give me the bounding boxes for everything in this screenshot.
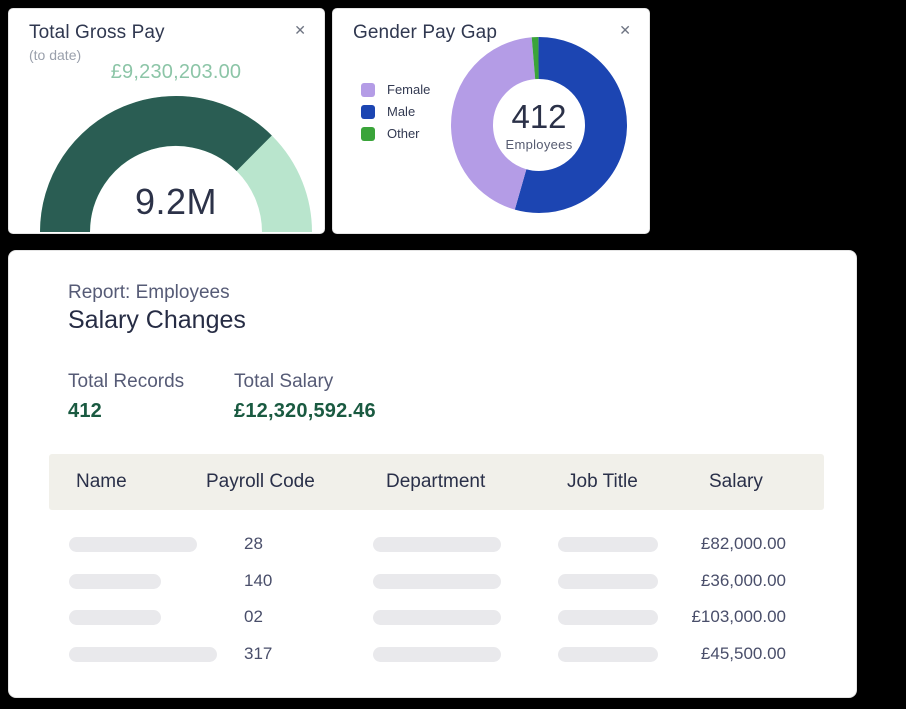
gender-pay-gap-card: Gender Pay Gap ✕ Female Male Other 412 E… bbox=[332, 8, 650, 234]
legend-item-male: Male bbox=[361, 104, 430, 119]
employee-count-label: Employees bbox=[505, 137, 573, 153]
salary-cell: £36,000.00 bbox=[700, 571, 786, 590]
female-swatch-icon bbox=[361, 82, 375, 97]
table-header: Name Payroll Code Department Job Title S… bbox=[49, 454, 824, 510]
legend-label: Female bbox=[387, 82, 431, 97]
payroll-code-cell: 317 bbox=[244, 644, 273, 663]
redacted-department-bar bbox=[373, 537, 501, 552]
table-row: 02 £103,000.00 bbox=[9, 599, 858, 635]
stat-total-records: Total Records 412 bbox=[68, 371, 184, 423]
legend-label: Other bbox=[387, 126, 420, 141]
payroll-code-cell: 140 bbox=[244, 571, 273, 590]
other-swatch-icon bbox=[361, 126, 375, 141]
redacted-name-bar bbox=[69, 537, 197, 552]
payroll-code-cell: 02 bbox=[244, 607, 263, 626]
gauge-chart bbox=[40, 95, 312, 233]
card-title: Gender Pay Gap bbox=[353, 22, 497, 43]
redacted-department-bar bbox=[373, 574, 501, 589]
card-title: Total Gross Pay bbox=[29, 22, 165, 43]
payroll-code-cell: 28 bbox=[244, 534, 263, 553]
column-header-department: Department bbox=[386, 471, 486, 492]
redacted-name-bar bbox=[69, 647, 217, 662]
employee-count: 412 bbox=[511, 98, 567, 135]
report-panel: Report: Employees Salary Changes Total R… bbox=[8, 250, 857, 698]
redacted-job-title-bar bbox=[558, 574, 658, 589]
redacted-job-title-bar bbox=[558, 647, 658, 662]
male-swatch-icon bbox=[361, 104, 375, 119]
card-subtitle: (to date) bbox=[29, 47, 82, 63]
legend-label: Male bbox=[387, 104, 416, 119]
report-kicker: Report: Employees bbox=[68, 282, 230, 303]
gauge-label: 9.2M bbox=[134, 181, 218, 222]
redacted-name-bar bbox=[69, 574, 161, 589]
redacted-department-bar bbox=[373, 610, 501, 625]
redacted-job-title-bar bbox=[558, 610, 658, 625]
column-header-payroll-code: Payroll Code bbox=[206, 471, 315, 492]
legend-item-other: Other bbox=[361, 126, 430, 141]
donut-legend: Female Male Other bbox=[361, 82, 430, 148]
donut-chart bbox=[451, 37, 627, 213]
redacted-department-bar bbox=[373, 647, 501, 662]
gross-pay-value: £9,230,203.00 bbox=[110, 61, 242, 83]
total-gross-pay-card: Total Gross Pay (to date) ✕ £9,230,203.0… bbox=[8, 8, 325, 234]
stat-total-salary: Total Salary £12,320,592.46 bbox=[234, 371, 376, 423]
column-header-name: Name bbox=[76, 471, 127, 492]
stat-value: 412 bbox=[68, 400, 102, 422]
redacted-name-bar bbox=[69, 610, 161, 625]
stat-label: Total Salary bbox=[234, 371, 334, 392]
stat-value: £12,320,592.46 bbox=[234, 400, 376, 422]
table-row: 140 £36,000.00 bbox=[9, 563, 858, 599]
stat-label: Total Records bbox=[68, 371, 185, 392]
donut-center-text: 412 Employees bbox=[479, 98, 599, 153]
salary-cell: £45,500.00 bbox=[700, 644, 786, 663]
redacted-job-title-bar bbox=[558, 537, 658, 552]
close-icon[interactable]: ✕ bbox=[619, 22, 631, 38]
page-title: Salary Changes bbox=[68, 306, 246, 334]
column-header-salary: Salary bbox=[709, 471, 763, 492]
salary-cell: £82,000.00 bbox=[700, 534, 786, 553]
column-header-job-title: Job Title bbox=[567, 471, 638, 492]
table-row: 317 £45,500.00 bbox=[9, 636, 858, 672]
salary-cell: £103,000.00 bbox=[691, 607, 786, 626]
legend-item-female: Female bbox=[361, 82, 430, 97]
table-row: 28 £82,000.00 bbox=[9, 526, 858, 562]
close-icon[interactable]: ✕ bbox=[294, 22, 306, 38]
